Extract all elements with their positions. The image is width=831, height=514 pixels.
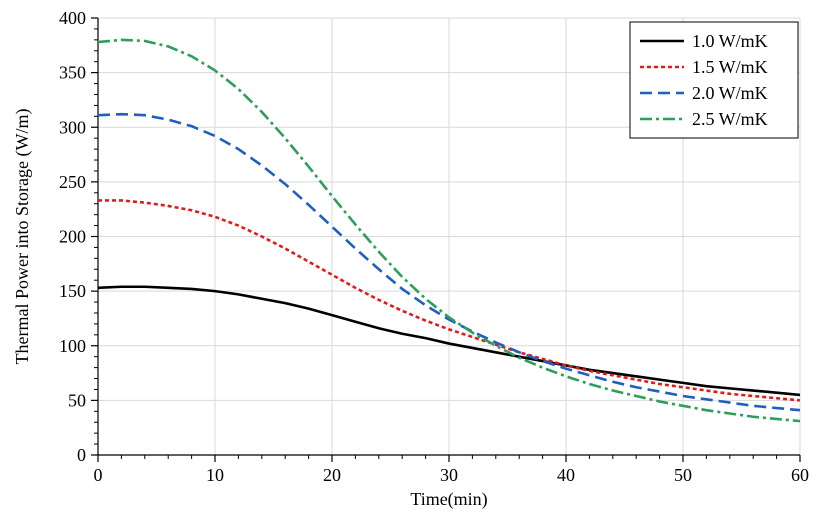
y-tick-label: 0 [77,445,86,465]
legend-label-3: 2.5 W/mK [692,109,768,129]
legend-label-1: 1.5 W/mK [692,57,768,77]
chart-container: 0 10 20 30 40 50 60 Time(min) 0 50 100 150 200 250 300… [0,0,831,514]
y-tick-label: 250 [59,172,86,192]
y-tick-label: 300 [59,117,86,137]
y-tick-label: 100 [59,336,86,356]
y-tick-label: 200 [59,227,86,247]
x-tick-label: 60 [791,465,809,485]
x-tick-label: 50 [674,465,692,485]
x-tick-label: 10 [206,465,224,485]
y-axis-title: Thermal Power into Storage (W/m) [12,109,33,365]
y-tick-label: 400 [59,8,86,28]
x-tick-label: 0 [94,465,103,485]
x-axis-title: Time(min) [410,489,487,510]
x-tick-label: 20 [323,465,341,485]
thermal-power-chart: 0 10 20 30 40 50 60 Time(min) 0 50 100 150 200 250 300… [0,0,831,514]
x-tick-label: 40 [557,465,575,485]
y-tick-label: 150 [59,281,86,301]
y-tick-label: 350 [59,63,86,83]
x-tick-label: 30 [440,465,458,485]
y-tick-label: 50 [68,390,86,410]
legend-label-2: 2.0 W/mK [692,83,768,103]
legend-label-0: 1.0 W/mK [692,31,768,51]
